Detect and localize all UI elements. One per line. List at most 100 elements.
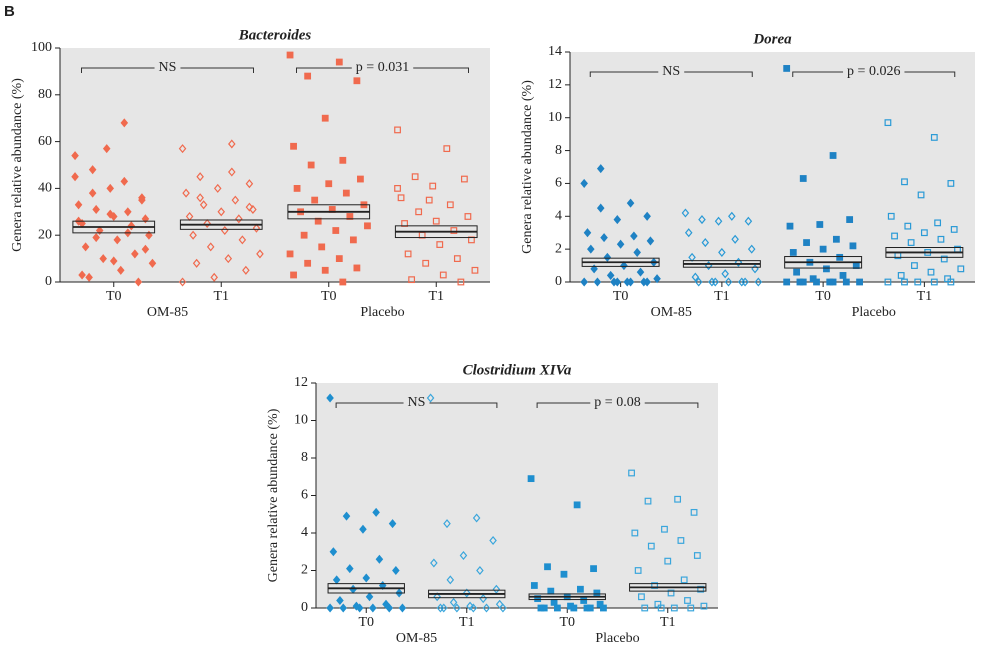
data-point [346, 564, 354, 574]
data-point [321, 114, 329, 122]
label-background [590, 395, 645, 411]
data-point [304, 259, 312, 267]
comparison-bracket: NS [589, 64, 753, 80]
data-point [92, 204, 100, 214]
data-point [684, 597, 691, 604]
data-point [482, 603, 491, 613]
data-point [613, 277, 622, 287]
x-tick-label: T0 [559, 615, 575, 630]
data-point [134, 277, 143, 287]
data-point [657, 604, 665, 612]
data-point [783, 65, 791, 72]
data-point [901, 178, 908, 186]
data-point [196, 193, 204, 203]
data-point [385, 603, 394, 613]
plot-background [316, 383, 718, 608]
data-point [947, 180, 955, 187]
data-point [596, 164, 605, 174]
data-point [106, 183, 115, 193]
y-axis-label: Genera relative abundance (%) [10, 78, 25, 252]
data-point [353, 264, 361, 272]
y-tick-label: 80 [38, 87, 52, 102]
data-point [457, 278, 465, 286]
data-point [311, 196, 319, 204]
data-point [907, 239, 915, 246]
comparison-label: NS [408, 395, 426, 410]
data-point [570, 604, 578, 612]
data-point [109, 256, 118, 266]
data-point [469, 603, 478, 613]
data-point [392, 565, 400, 576]
data-point [446, 201, 454, 209]
data-point [141, 244, 150, 254]
data-point [747, 244, 756, 254]
group-label: OM-85 [396, 631, 437, 646]
data-point [691, 272, 700, 282]
data-point [616, 239, 625, 249]
data-point [145, 230, 153, 240]
data-point [192, 258, 201, 268]
data-point [113, 235, 122, 245]
label-background [154, 60, 181, 76]
data-point [398, 603, 407, 613]
data-point [534, 595, 542, 603]
data-point [203, 218, 211, 229]
data-point [286, 250, 294, 258]
group-label: OM-85 [147, 305, 188, 320]
data-point [856, 278, 863, 286]
data-point [583, 228, 592, 238]
data-point [429, 182, 437, 190]
data-point [573, 501, 581, 509]
data-point [891, 232, 898, 240]
y-axis-label: Genera relative abundance (%) [520, 80, 535, 254]
data-point [700, 602, 708, 610]
y-tick-label: 6 [555, 176, 562, 191]
data-point [633, 247, 641, 257]
data-point [206, 242, 215, 252]
data-point [290, 271, 297, 279]
data-point [235, 214, 243, 224]
data-point [178, 144, 187, 154]
data-point [547, 587, 555, 595]
x-tick-label: T1 [917, 289, 933, 304]
data-point [375, 554, 384, 564]
data-point [832, 235, 840, 243]
data-point [957, 265, 965, 273]
x-tick-label: T1 [660, 615, 676, 630]
data-point [698, 215, 706, 225]
data-point [102, 144, 111, 154]
data-point [460, 175, 468, 183]
data-point [224, 254, 233, 264]
comparison-bracket: p = 0.026 [792, 64, 956, 80]
data-point [335, 255, 343, 263]
data-point [326, 603, 334, 613]
data-point [453, 255, 461, 263]
data-point [362, 573, 371, 583]
data-point [124, 207, 132, 217]
data-point [189, 230, 197, 240]
y-tick-label: 12 [294, 375, 308, 390]
data-point [914, 278, 922, 286]
data-point [744, 216, 753, 226]
y-tick-label: 4 [555, 209, 562, 224]
data-point [388, 519, 397, 529]
data-point [228, 139, 236, 149]
data-point [120, 118, 129, 128]
x-tick-label: T0 [358, 615, 374, 630]
y-tick-label: 4 [301, 525, 308, 540]
data-point [661, 525, 668, 533]
data-point [544, 563, 551, 571]
data-point [819, 245, 827, 253]
data-point [252, 223, 261, 233]
comparison-bracket: p = 0.031 [296, 60, 469, 76]
data-point [148, 258, 157, 268]
data-point [449, 597, 458, 607]
data-point [839, 272, 847, 279]
comparison-label: NS [662, 64, 680, 79]
label-background [351, 60, 414, 76]
data-point [728, 211, 736, 221]
data-point [911, 262, 918, 269]
y-tick-label: 60 [38, 134, 52, 149]
data-point [641, 604, 649, 612]
